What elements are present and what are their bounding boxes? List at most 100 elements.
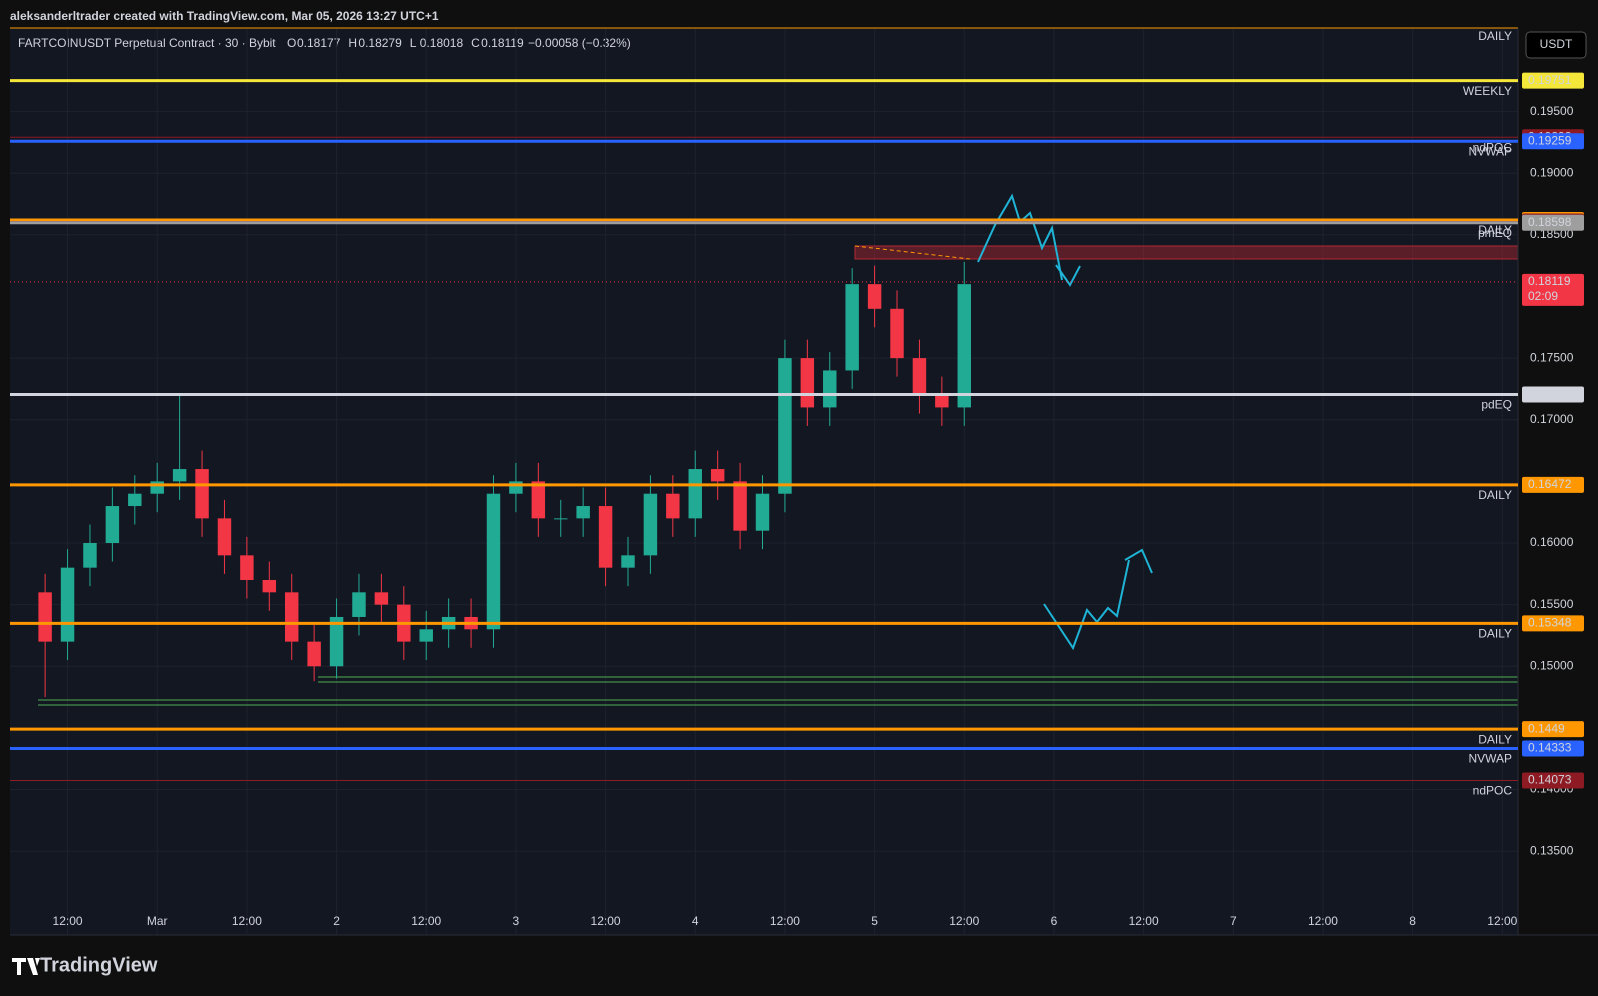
last-price: 0.18119	[1528, 274, 1571, 288]
level-tag: DAILY	[1478, 223, 1512, 237]
price-label: 0.16472	[1528, 477, 1572, 491]
candle-body	[83, 543, 97, 568]
y-tick-label: 0.15000	[1530, 658, 1574, 672]
candle-body	[554, 518, 568, 520]
price-label-box	[1522, 772, 1584, 789]
candle-body	[845, 284, 859, 371]
ohlc-key: C	[471, 36, 480, 50]
y-tick-label: 0.13500	[1530, 843, 1574, 857]
x-tick-label: 2	[333, 914, 340, 928]
candle-body	[486, 493, 501, 630]
candle-body	[576, 506, 590, 519]
candle-body	[419, 629, 433, 642]
x-tick-label: 4	[692, 914, 699, 928]
x-tick-label: 12:00	[411, 914, 441, 928]
candle-body	[217, 518, 232, 556]
candle-body	[823, 370, 837, 408]
candle-body	[352, 592, 366, 617]
price-label-box	[1522, 476, 1584, 493]
ohlc-key: L	[410, 36, 417, 50]
candle-body	[800, 358, 815, 408]
x-tick-label: 6	[1051, 914, 1058, 928]
y-tick-label: 0.17000	[1530, 412, 1574, 426]
currency-button[interactable]	[1525, 31, 1587, 59]
candle-body	[688, 469, 702, 519]
x-tick-label: 12:00	[232, 914, 262, 928]
y-tick-label: 0.19000	[1530, 165, 1574, 179]
currency[interactable]: USDT	[1540, 37, 1573, 51]
candle-body	[105, 506, 120, 544]
candle-body	[598, 506, 613, 568]
price-label: 0.1449	[1528, 721, 1565, 735]
ohlc-value: 0.18279	[358, 36, 402, 50]
ohlc-key: H	[348, 36, 357, 50]
price-label: 0.17205	[1528, 387, 1572, 401]
candle-body	[710, 469, 725, 482]
candle-body	[172, 469, 187, 482]
plot-area	[10, 28, 1518, 935]
last-price-box	[1522, 273, 1584, 306]
level-tag: WEEKLY	[1463, 84, 1512, 98]
candle-body	[307, 641, 321, 667]
trend-line	[854, 245, 971, 260]
x-tick-label: 12:00	[770, 914, 800, 928]
candle-body	[621, 555, 635, 568]
candle-body	[284, 592, 299, 642]
x-tick-label: 12:00	[591, 914, 621, 928]
change: −0.00058 (−0.32%)	[528, 36, 631, 50]
y-tick-label: 0.19500	[1530, 104, 1574, 118]
candle-body	[531, 481, 546, 519]
ohlc-key: O	[287, 36, 296, 50]
candle-body	[890, 308, 904, 359]
candle-body	[128, 493, 142, 507]
brand: TradingView	[40, 954, 158, 976]
x-tick-label: 12:00	[1129, 914, 1159, 928]
level-tag: ndPOC	[1473, 784, 1513, 798]
price-label-box	[1522, 386, 1584, 403]
price-label: 0.14333	[1528, 741, 1572, 755]
ohlc: O 0.18177 H 0.18279 L 0.18018 C 0.18119	[287, 36, 524, 50]
candle-body	[867, 284, 882, 309]
candle-body	[666, 493, 680, 519]
price-label: 0.15348	[1528, 616, 1572, 630]
ohlc-value: 0.18018	[420, 36, 464, 50]
price-label: 0.18598	[1528, 215, 1572, 229]
ohlc-value: 0.18177	[297, 36, 341, 50]
ohlc-value: 0.18119	[481, 36, 524, 50]
candle-body	[935, 395, 949, 408]
level-tag: ndPOC	[1473, 140, 1513, 154]
y-tick-label: 0.16000	[1530, 535, 1574, 549]
candle-body	[374, 592, 389, 605]
brand-logo	[12, 958, 40, 975]
price-label: 0.19751	[1528, 73, 1572, 87]
candle-body	[509, 481, 523, 494]
x-tick-label: 12:00	[53, 914, 83, 928]
y-tick-label: 0.15500	[1530, 597, 1574, 611]
price-label-box	[1522, 72, 1584, 89]
x-tick-label: 12:00	[1308, 914, 1338, 928]
price-label-box	[1522, 740, 1584, 757]
candle-body	[60, 567, 75, 642]
x-tick-label: 8	[1409, 914, 1416, 928]
price-label-box	[1522, 615, 1584, 632]
level-tag: pmEQ	[1478, 226, 1512, 240]
price-label: 0.19259	[1528, 133, 1572, 147]
candle-body	[38, 592, 52, 642]
candle-body	[329, 616, 344, 667]
x-tick-label: Mar	[147, 914, 168, 928]
level-tag: DAILY	[1478, 627, 1512, 641]
candle-body	[240, 555, 254, 580]
countdown: 02:09	[1528, 289, 1558, 303]
candle-body	[643, 493, 658, 556]
x-tick-label: 12:00	[949, 914, 979, 928]
x-tick-label: 5	[871, 914, 878, 928]
candle-body	[262, 579, 277, 593]
price-label-box	[1522, 721, 1584, 738]
y-tick-label: 0.17500	[1530, 350, 1574, 364]
x-tick-label: 7	[1230, 914, 1237, 928]
price-label-box	[1522, 133, 1584, 150]
symbol: FARTCOINUSDT Perpetual Contract · 30 · B…	[18, 36, 276, 50]
x-tick-label: 12:00	[1487, 914, 1517, 928]
credit: aleksanderltrader created with TradingVi…	[10, 9, 439, 23]
